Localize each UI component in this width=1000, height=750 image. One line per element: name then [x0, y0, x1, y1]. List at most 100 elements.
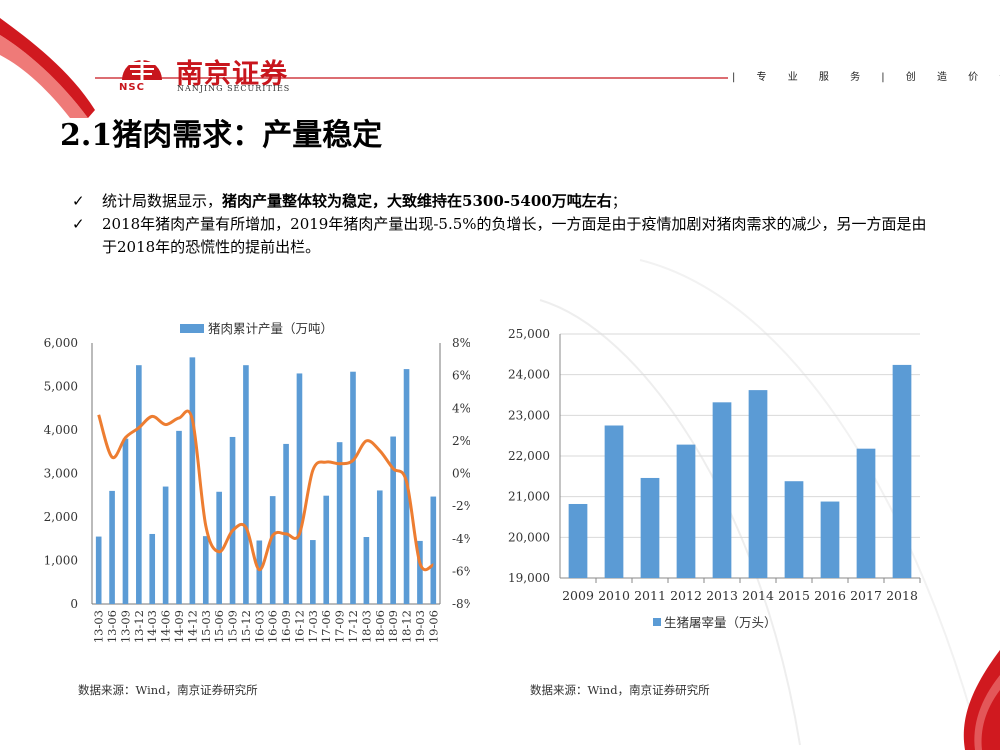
bar [784, 481, 804, 578]
x-tick-label: 2014 [742, 588, 774, 603]
y-tick-label: 3,000 [44, 467, 78, 481]
y2-tick-label: -2% [452, 499, 470, 513]
bullet-text-end: ； [611, 192, 627, 210]
pork-production-combo-chart: 猪肉累计产量（万吨） 0 1,000 2,000 3,000 4,000 5,000 6,00… [44, 321, 470, 643]
x-tick-label: 14-12 [185, 610, 199, 643]
bar [162, 486, 169, 604]
bar [256, 540, 263, 604]
header-slogan: | 专 业 服 务 | 创 造 价 值 | [732, 72, 1000, 83]
y-tick-label: 21,000 [508, 490, 550, 504]
legend-swatch [180, 324, 204, 333]
legend-label: 猪肉累计产量（万吨） [208, 321, 333, 336]
x-tick-label: 2016 [814, 588, 846, 603]
x-tick-label: 16-03 [252, 610, 266, 643]
y-tick-label: 4,000 [44, 423, 78, 437]
x-tick-label: 2012 [670, 588, 702, 603]
y2-tick-label: 6% [452, 369, 470, 383]
y-tick-label: 6,000 [44, 336, 78, 350]
x-tick-label: 15-12 [239, 610, 253, 643]
bullet-list: ✓ 统计局数据显示，猪肉产量整体较为稳定，大致维持在5300-5400万吨左右；… [72, 190, 932, 259]
bar [176, 430, 182, 604]
x-tick-label: 2015 [778, 588, 810, 603]
y2-tick-label: -4% [452, 532, 470, 546]
data-source-left: 数据来源：Wind，南京证券研究所 [78, 683, 258, 697]
bar [283, 443, 289, 604]
bar [122, 438, 129, 604]
y-tick-label: 25,000 [508, 327, 550, 341]
x-tick-label: 13-06 [105, 610, 119, 643]
page-title: 2.1猪肉需求：产量稳定 [60, 118, 383, 153]
x-tick-label: 17-12 [346, 610, 360, 643]
bar [310, 540, 316, 604]
y-tick-label: 2,000 [44, 510, 78, 524]
x-tick-label: 18-03 [359, 610, 373, 643]
growth-line [97, 409, 434, 572]
x-tick-label: 17-06 [319, 610, 333, 643]
bar [568, 503, 588, 578]
bar [712, 402, 732, 578]
y2-tick-label: -6% [452, 564, 470, 578]
y2-tick-label: 2% [452, 434, 470, 448]
y2-tick-label: -8% [452, 597, 470, 611]
data-source-right: 数据来源：Wind，南京证券研究所 [530, 683, 710, 697]
bar [189, 357, 196, 604]
bar [748, 390, 768, 578]
x-tick-label: 18-12 [400, 610, 414, 643]
bar [202, 536, 209, 604]
y-tick-label: 1,000 [44, 554, 78, 568]
x-tick-label: 17-09 [333, 610, 347, 643]
logo-chinese-name: 南京证券 [176, 59, 288, 90]
bar [216, 491, 222, 604]
check-icon: ✓ [72, 192, 85, 210]
x-tick-label: 2009 [562, 588, 594, 603]
bullet-text: 2018年猪肉产量有所增加，2019年猪肉产量出现-5.5%的负增长，一方面是由… [102, 215, 927, 256]
nsc-logo-icon [122, 56, 162, 80]
bar [149, 533, 156, 604]
bullet-text-lead: 统计局数据显示， [102, 192, 223, 210]
y-tick-label: 19,000 [508, 571, 550, 585]
bar [323, 495, 330, 604]
bar [604, 425, 624, 578]
x-tick-label: 19-06 [426, 610, 440, 643]
x-tick-label: 2018 [886, 588, 918, 603]
legend-label: 生猪屠宰量（万头） [664, 615, 777, 630]
x-tick-label: 2013 [706, 588, 738, 603]
x-tick-label: 14-06 [159, 610, 173, 643]
y-tick-label: 5,000 [44, 380, 78, 394]
x-tick-label: 19-03 [413, 610, 427, 643]
y-tick-label: 24,000 [508, 368, 550, 382]
bullet-item: ✓ 2018年猪肉产量有所增加，2019年猪肉产量出现-5.5%的负增长，一方面… [72, 213, 932, 259]
legend-swatch [653, 618, 661, 626]
logo-english-name: NANJING SECURITIES [177, 84, 291, 93]
bar [229, 436, 236, 604]
y2-tick-label: 4% [452, 401, 470, 415]
bar [109, 490, 115, 604]
x-tick-label: 16-12 [292, 610, 306, 643]
x-tick-label: 18-06 [373, 610, 387, 643]
bullet-item: ✓ 统计局数据显示，猪肉产量整体较为稳定，大致维持在5300-5400万吨左右； [72, 190, 932, 213]
x-tick-label: 13-03 [92, 610, 106, 643]
x-tick-label: 17-03 [306, 610, 320, 643]
x-tick-label: 18-09 [386, 610, 400, 643]
x-tick-label: 15-06 [212, 610, 226, 643]
bar [856, 448, 876, 578]
bar [390, 436, 396, 604]
bar [363, 537, 370, 604]
y-tick-label: 20,000 [508, 530, 550, 544]
x-tick-label: 15-03 [199, 610, 213, 643]
x-tick-label: 14-03 [145, 610, 159, 643]
bar [350, 371, 356, 604]
x-tick-label: 2011 [634, 588, 666, 603]
bar [269, 496, 276, 604]
y-tick-label: 23,000 [508, 408, 550, 422]
bar [892, 364, 912, 578]
bar [95, 536, 102, 604]
x-tick-label: 2017 [850, 588, 882, 603]
x-tick-label: 13-09 [118, 610, 132, 643]
hog-slaughter-bar-chart: 19,000 20,000 21,000 22,000 23,000 24,000 25,0… [508, 327, 921, 630]
logo-abbreviation: NSC [119, 82, 145, 93]
bullet-text-emphasis: 猪肉产量整体较为稳定，大致维持在5300-5400万吨左右 [222, 192, 612, 210]
y2-tick-label: 0% [452, 467, 470, 481]
bar [430, 496, 437, 604]
